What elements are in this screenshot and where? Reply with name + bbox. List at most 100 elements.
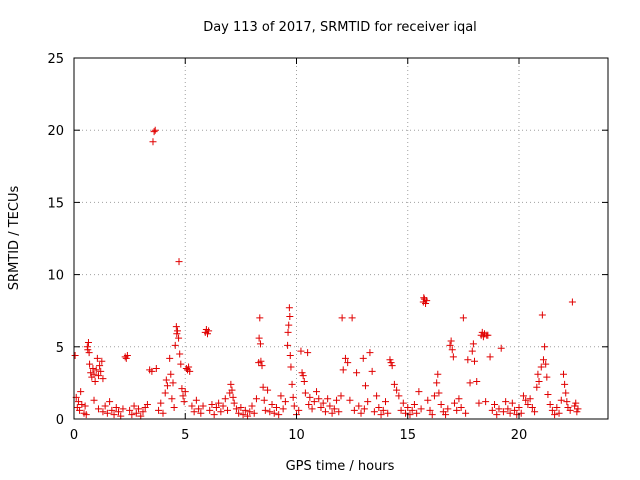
data-point bbox=[237, 403, 245, 411]
data-point bbox=[360, 405, 368, 413]
data-point bbox=[91, 377, 99, 385]
data-point bbox=[450, 399, 458, 407]
data-point bbox=[415, 388, 423, 396]
data-point bbox=[178, 385, 186, 393]
data-point bbox=[186, 367, 194, 375]
data-point bbox=[393, 386, 401, 394]
data-point bbox=[185, 363, 193, 371]
data-point bbox=[256, 314, 264, 322]
data-point bbox=[453, 406, 461, 414]
data-point bbox=[82, 411, 90, 419]
data-point bbox=[555, 409, 563, 417]
data-point bbox=[143, 401, 151, 409]
data-point bbox=[256, 340, 264, 348]
data-point bbox=[557, 396, 565, 404]
data-point bbox=[522, 396, 530, 404]
data-point bbox=[468, 347, 476, 355]
data-point bbox=[204, 330, 211, 338]
data-point bbox=[315, 395, 323, 403]
data-point bbox=[562, 389, 570, 397]
data-point bbox=[504, 405, 512, 413]
y-tick-label: 0 bbox=[56, 413, 64, 428]
data-point bbox=[119, 405, 127, 413]
data-point bbox=[361, 382, 369, 390]
data-point bbox=[286, 351, 294, 359]
data-point bbox=[348, 314, 356, 322]
data-point bbox=[139, 408, 147, 416]
data-point bbox=[350, 406, 358, 414]
data-point bbox=[298, 369, 306, 377]
data-point bbox=[300, 377, 308, 385]
data-point bbox=[281, 398, 289, 406]
data-point bbox=[544, 390, 552, 398]
x-tick-label: 5 bbox=[181, 428, 189, 443]
data-point bbox=[572, 399, 580, 407]
data-point bbox=[304, 349, 312, 357]
data-point bbox=[208, 401, 216, 409]
data-point bbox=[457, 403, 465, 411]
data-point bbox=[272, 403, 280, 411]
data-point bbox=[338, 314, 346, 322]
data-point bbox=[190, 408, 198, 416]
y-tick-label: 5 bbox=[56, 341, 64, 356]
data-point bbox=[469, 340, 477, 348]
data-point bbox=[241, 406, 249, 414]
data-point bbox=[176, 350, 184, 358]
data-point bbox=[150, 128, 158, 136]
data-point bbox=[285, 321, 293, 329]
data-point bbox=[508, 399, 516, 407]
data-point bbox=[528, 403, 536, 411]
data-point bbox=[430, 392, 438, 400]
data-point bbox=[290, 402, 298, 410]
data-point bbox=[388, 362, 396, 370]
data-point bbox=[71, 351, 79, 359]
x-tick-label: 15 bbox=[399, 428, 416, 443]
data-point bbox=[268, 401, 276, 409]
plot-frame bbox=[73, 57, 609, 420]
data-point bbox=[94, 405, 102, 413]
data-point bbox=[299, 372, 307, 380]
data-point bbox=[539, 356, 547, 364]
data-point bbox=[424, 396, 432, 404]
data-point bbox=[257, 357, 265, 365]
data-point bbox=[561, 380, 569, 388]
data-point bbox=[166, 354, 174, 362]
axis-ticks: 0 5 10 15 20 0 5 10 15 20 25 bbox=[47, 52, 608, 443]
data-point bbox=[479, 333, 487, 341]
data-point bbox=[317, 403, 325, 411]
data-point bbox=[482, 398, 490, 406]
data-point bbox=[77, 388, 85, 396]
data-point bbox=[87, 369, 95, 377]
data-point bbox=[192, 396, 200, 404]
data-point bbox=[78, 401, 86, 409]
data-point bbox=[84, 346, 92, 354]
x-axis-label: GPS time / hours bbox=[286, 459, 395, 474]
data-point bbox=[179, 392, 187, 400]
data-point bbox=[76, 406, 84, 414]
data-point bbox=[533, 383, 541, 391]
data-point bbox=[538, 311, 546, 319]
data-point bbox=[339, 366, 347, 374]
data-point bbox=[466, 379, 474, 387]
data-point bbox=[97, 367, 105, 375]
data-point bbox=[180, 398, 188, 406]
data-point bbox=[228, 386, 236, 394]
data-point bbox=[260, 396, 268, 404]
data-point bbox=[85, 349, 93, 357]
data-point bbox=[248, 402, 256, 410]
data-point bbox=[310, 398, 318, 406]
data-point bbox=[366, 349, 374, 357]
data-point bbox=[199, 402, 207, 410]
data-point bbox=[395, 392, 403, 400]
data-point bbox=[515, 403, 523, 411]
data-point bbox=[423, 297, 431, 305]
data-point bbox=[301, 389, 309, 397]
data-point bbox=[535, 377, 543, 385]
data-point bbox=[264, 386, 272, 394]
data-point bbox=[511, 406, 519, 414]
data-point bbox=[284, 341, 292, 349]
data-point bbox=[543, 373, 551, 381]
data-point bbox=[106, 398, 114, 406]
data-point bbox=[92, 366, 100, 374]
